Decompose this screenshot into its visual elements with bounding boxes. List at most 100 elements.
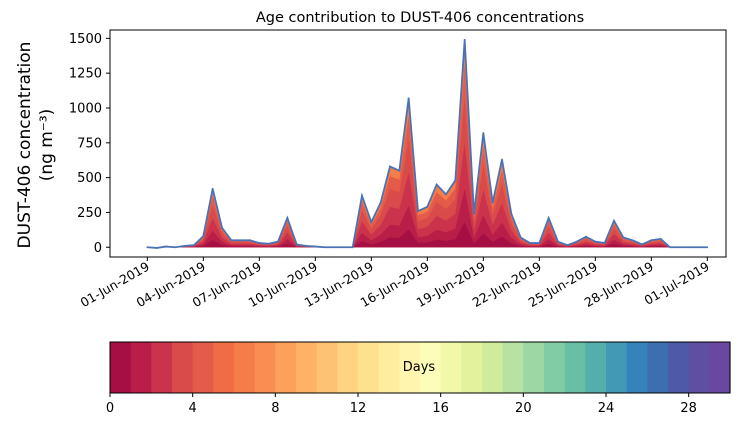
colorbar-bin: [502, 342, 524, 393]
y-axis: 0 250 500 750 1000 1250 1500: [69, 32, 110, 256]
total-point: [575, 240, 578, 243]
total-point: [305, 244, 307, 247]
colorbar-bin: [275, 342, 297, 393]
total-point: [678, 246, 681, 249]
colorbar-bin: [234, 342, 256, 393]
colorbar-bin: [254, 342, 276, 393]
total-point: [454, 179, 457, 182]
total-point: [566, 244, 569, 247]
plot-area: [146, 38, 709, 249]
total-point: [687, 246, 690, 249]
total-point: [529, 242, 531, 244]
colorbar-bin: [709, 342, 731, 393]
colorbar-bin: [151, 342, 173, 393]
chart-title: Age contribution to DUST-406 concentrati…: [256, 10, 584, 26]
total-point: [202, 235, 205, 238]
colorbar-bin: [172, 342, 194, 393]
colorbar-bin: [461, 342, 483, 393]
total-point: [183, 244, 186, 247]
total-point: [211, 187, 214, 190]
total-point: [407, 97, 410, 100]
total-point: [631, 239, 634, 242]
colorbar-bin: [316, 342, 338, 393]
total-point: [473, 212, 475, 215]
total-point: [445, 193, 447, 196]
total-point: [659, 237, 662, 240]
total-point: [239, 239, 242, 242]
y-axis-label-line2: (ng m⁻³): [37, 109, 57, 182]
total-point: [155, 247, 158, 249]
total-point: [482, 132, 485, 134]
total-point: [547, 217, 550, 219]
colorbar-tick-label: 20: [515, 401, 532, 416]
colorbar-bin: [192, 342, 214, 393]
colorbar-tick-label: 28: [680, 401, 697, 416]
colorbar-bin: [378, 342, 400, 393]
colorbar-tick-label: 16: [432, 401, 449, 416]
total-point: [669, 246, 671, 249]
y-axis-label-line1: DUST-406 concentration: [15, 42, 35, 249]
total-point: [510, 212, 513, 215]
plot-frame: [109, 29, 727, 258]
colorbar-bin: [358, 342, 380, 393]
colorbar-bin: [337, 342, 359, 393]
total-point: [463, 38, 466, 41]
colorbar-tick-label: 24: [598, 401, 615, 416]
colorbar-bin: [626, 342, 648, 393]
total-point: [351, 246, 354, 249]
y-tick-label: 0: [94, 241, 102, 256]
colorbar-tick-label: 0: [106, 401, 114, 416]
colorbar: 0 4 8 12 16 20 24 28: [106, 341, 731, 416]
total-point: [417, 210, 419, 212]
y-tick-label: 250: [77, 206, 102, 221]
y-tick-label: 500: [77, 171, 102, 186]
total-point: [314, 245, 317, 248]
total-point: [165, 245, 167, 248]
total-point: [249, 239, 251, 242]
colorbar-bin: [110, 342, 132, 393]
total-point: [613, 219, 615, 222]
total-point: [342, 246, 345, 249]
total-point: [398, 169, 401, 172]
colorbar-bin: [606, 342, 628, 393]
colorbar-bin: [213, 342, 235, 393]
total-point: [379, 201, 382, 204]
total-point: [333, 246, 335, 249]
x-axis: 01-Jun-201904-Jun-201907-Jun-201910-Jun-…: [78, 257, 712, 310]
colorbar-frame: [109, 341, 731, 394]
colorbar-bin: [668, 342, 690, 393]
colorbar-bin: [585, 342, 607, 393]
total-point: [435, 183, 438, 186]
total-point: [622, 236, 625, 239]
colorbar-label: Days: [403, 360, 436, 375]
total-point: [491, 201, 494, 204]
colorbar-bin: [420, 342, 442, 393]
total-point: [193, 244, 195, 247]
age-band-area-2: [147, 97, 708, 248]
total-point: [286, 217, 289, 219]
total-point: [370, 221, 373, 224]
age-band-area-3: [147, 143, 708, 248]
total-point: [585, 235, 587, 238]
total-point: [221, 226, 223, 229]
total-point: [603, 242, 606, 244]
total-point: [146, 246, 149, 249]
colorbar-bin: [130, 342, 152, 393]
total-point: [426, 205, 429, 208]
colorbar-bin: [399, 342, 421, 393]
total-point: [557, 240, 559, 243]
y-tick-label: 1250: [69, 67, 102, 82]
colorbar-bin: [296, 342, 318, 393]
colorbar-bin: [564, 342, 586, 393]
total-point: [277, 240, 279, 243]
total-point: [389, 165, 391, 168]
y-tick-label: 1000: [69, 101, 102, 116]
colorbar-tick-label: 8: [271, 401, 279, 416]
colorbar-bin: [647, 342, 669, 393]
y-tick-label: 1500: [69, 32, 102, 47]
total-point: [594, 240, 597, 243]
total-point: [697, 246, 699, 249]
colorbar-bin: [523, 342, 545, 393]
total-point: [230, 239, 233, 242]
